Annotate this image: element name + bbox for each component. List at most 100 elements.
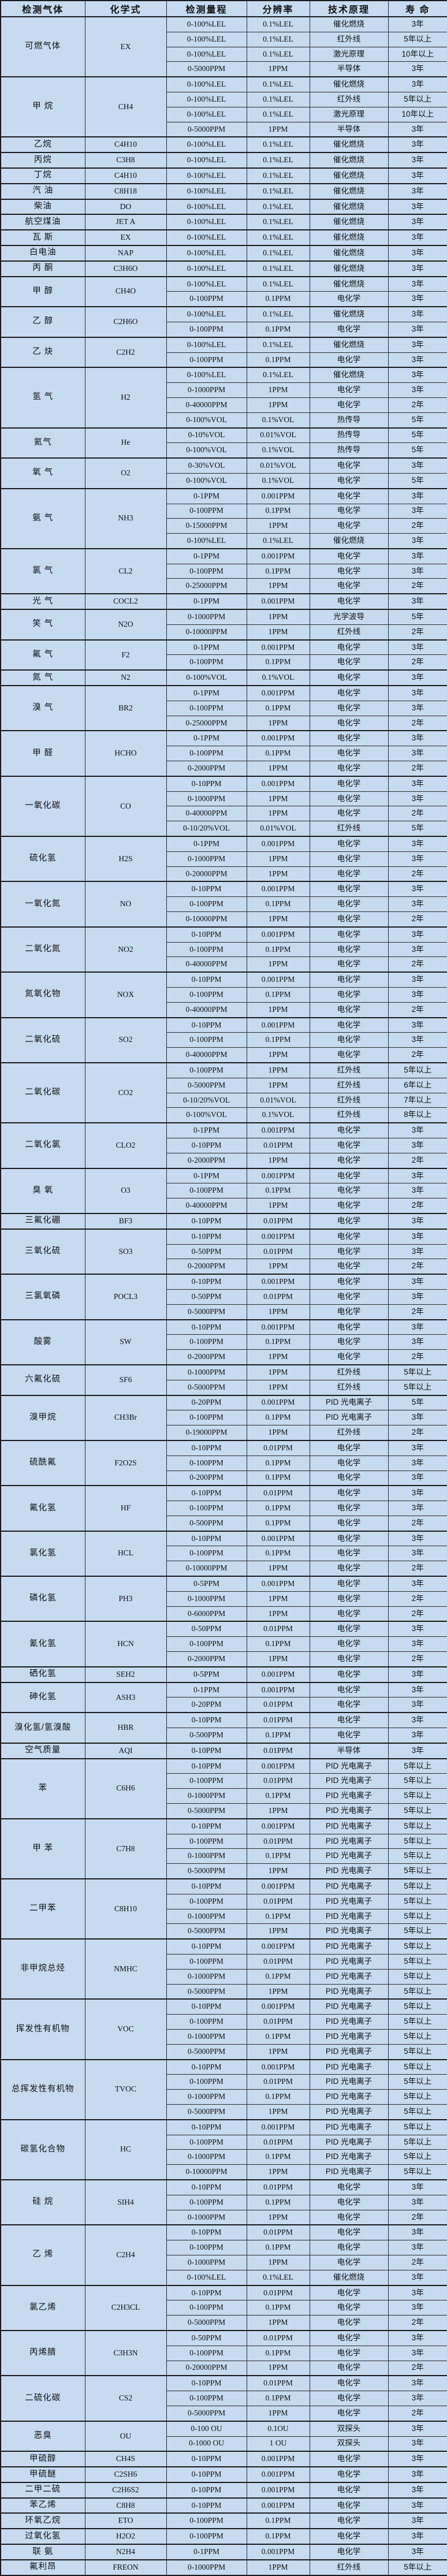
table-row: 0-40000PPM 1PPM 电化学 2年 [1, 397, 447, 413]
lifespan-cell: 5年以上 [388, 1878, 447, 1894]
lifespan-cell: 3年 [388, 2481, 447, 2499]
resolution-cell: 1PPM [246, 578, 310, 594]
range-cell: 0-19000PPM [166, 1425, 247, 1441]
lifespan-cell: 3年 [388, 291, 447, 307]
table-row: 丙烯腈 C3H3N 0-50PPM 0.01PPM 电化学 3年 [0, 2329, 447, 2376]
table-row: 0-25000PPM 1PPM 电化学 2年 [1, 715, 447, 731]
table-row: 0-100PPM 0.1PPM 电化学 3年 [1, 941, 447, 958]
principle-cell: 电化学 [309, 457, 389, 474]
principle-cell: 电化学 [309, 2224, 389, 2241]
gas-name-cell: 氮氧化物 [0, 971, 85, 1018]
lifespan-cell: 2年 [388, 1198, 447, 1214]
resolution-cell: 0.1PPM [246, 563, 310, 579]
table-row: 0-100PPM 0.01PPM PID 光电离子 5年以上 [1, 1893, 447, 1909]
lifespan-cell: 3年 [388, 503, 447, 519]
resolution-cell: 1PPM [246, 1259, 310, 1275]
table-row: 0-5000PPM 1PPM 电化学 2年 [1, 1304, 447, 1320]
chemical-formula-cell: N2O [84, 609, 167, 641]
principle-cell: 催化燃烧 [309, 214, 389, 230]
gas-name-cell: 二氧化氯 [0, 1122, 85, 1169]
principle-cell: 电化学 [309, 1047, 389, 1063]
resolution-cell: 1PPM [246, 1379, 310, 1396]
lifespan-cell: 3年 [388, 152, 447, 169]
gas-name-cell: 氮 气 [0, 669, 85, 686]
table-row: 乙 炔 C2H2 0-100%LEL 0.1%LEL 催化燃烧 3年 [0, 336, 447, 368]
table-row: 0-5000PPM 1PPM PID 光电离子 5年以上 [1, 1923, 447, 1940]
lifespan-cell: 3年 [388, 1439, 447, 1456]
principle-cell: 电化学 [309, 291, 389, 307]
range-cell: 0-20PPM [166, 1394, 247, 1411]
range-cell: 0-100PPM [166, 2240, 247, 2255]
principle-cell: 电化学 [309, 2497, 389, 2514]
table-row: 空气质量 AQI 0-10PPM 0.01PPM 半导体 3年 [0, 1742, 447, 1759]
resolution-cell: 0.1PPM [246, 2345, 310, 2361]
chemical-formula-cell: POCL3 [84, 1274, 167, 1320]
resolution-cell: 0.001PPM [246, 971, 310, 988]
resolution-cell: 1PPM [246, 866, 310, 882]
gas-name-cell: 甲 烷 [0, 76, 85, 137]
chemical-formula-cell: C8H10 [84, 1878, 167, 1940]
chemical-formula-cell: NMHC [84, 1938, 167, 2000]
principle-cell: 电化学 [309, 1183, 389, 1199]
lifespan-cell: 5年以上 [388, 2074, 447, 2090]
principle-cell: 电化学 [309, 746, 389, 762]
chemical-formula-cell: F2O2S [84, 1439, 167, 1486]
table-row: 0-100%VOL 0.1%VOL 电化学 5年 [1, 472, 447, 489]
column-header: 分辨率 [246, 0, 310, 17]
principle-cell: 电化学 [309, 911, 389, 928]
resolution-cell: 0.1%VOL [246, 442, 310, 459]
lifespan-cell: 3年 [388, 352, 447, 368]
lifespan-cell: 3年 [388, 563, 447, 579]
gas-name-cell: 乙 炔 [0, 336, 85, 368]
resolution-cell: 0.001PPM [246, 2451, 310, 2467]
lifespan-cell: 5年以上 [388, 2104, 447, 2120]
range-cell: 0-100PPM [166, 503, 247, 519]
range-cell: 0-5000PPM [166, 1923, 247, 1940]
table-row: 氦气 He 0-10%VOL 0.01%VOL 热传导 5年 [0, 427, 447, 459]
range-cell: 0-100%LEL [166, 152, 247, 169]
lifespan-cell: 5年以上 [388, 1788, 447, 1804]
range-cell: 0-10PPM [166, 2058, 247, 2075]
table-row: 非甲烷总烃 NMHC 0-10PPM 0.001PPM PID 光电离子 5年以上 [0, 1938, 447, 2000]
principle-cell: 电化学 [309, 761, 389, 777]
resolution-cell: 1PPM [246, 1983, 310, 2000]
lifespan-cell: 3年 [388, 61, 447, 77]
table-row: 氟利昂 FREON 0-1000PPM 1PPM 红外线 5年以上 [0, 2559, 447, 2576]
resolution-cell: 0.01PPM [246, 2134, 310, 2150]
lifespan-cell: 3年 [388, 669, 447, 686]
table-row: 0-100PPM 0.01PPM PID 光电离子 5年以上 [1, 1954, 447, 1970]
lifespan-cell: 5年以上 [388, 2058, 447, 2075]
chemical-formula-cell: CH3Br [84, 1394, 167, 1441]
lifespan-cell: 3年 [388, 306, 447, 322]
range-cell: 0-100PPM [166, 896, 247, 913]
principle-cell: 电化学 [309, 1137, 389, 1153]
range-cell: 0-1000PPM [166, 2209, 247, 2225]
resolution-cell: 0.1PPM [246, 1501, 310, 1516]
range-cell: 0-10PPM [166, 1878, 247, 1894]
lifespan-cell: 5年以上 [388, 1364, 447, 1380]
range-cell: 0-1PPM [166, 487, 247, 504]
range-cell: 0-1000PPM [166, 1364, 247, 1380]
resolution-cell: 0.01PPM [246, 1697, 310, 1713]
lifespan-cell: 5年以上 [388, 1923, 447, 1940]
table-row: 0-5000PPM 1PPM 红外线 5年以上 [1, 1379, 447, 1396]
principle-cell: 电化学 [309, 775, 389, 792]
resolution-cell: 0.001PPM [246, 2119, 310, 2135]
table-row: 氧 气 O2 0-30%VOL 0.01%VOL 电化学 3年 [0, 457, 447, 489]
lifespan-cell: 5年以上 [388, 1062, 447, 1078]
range-cell: 0-10PPM [166, 2497, 247, 2514]
resolution-cell: 1PPM [246, 1863, 310, 1879]
table-row: 六氟化硫 SF6 0-1000PPM 1PPM 红外线 5年以上 [0, 1364, 447, 1396]
chemical-formula-cell: CS2 [84, 2375, 167, 2422]
lifespan-cell: 5年 [388, 427, 447, 444]
table-row: 0-1000PPM 1PPM 电化学 2年 [1, 2254, 447, 2270]
table-row: 0-100%LEL 0.1%LEL 催化燃烧 3年 [1, 2269, 447, 2286]
table-row: 甲硫醚 C2SH6 0-10PPM 0.001PPM 电化学 3年 [0, 2466, 447, 2483]
lifespan-cell: 3年 [388, 2497, 447, 2514]
gas-name-cell: 非甲烷总烃 [0, 1938, 85, 2000]
lifespan-cell: 2年 [388, 518, 447, 534]
range-cell: 0-100PPM [166, 746, 247, 762]
chemical-formula-cell: HCL [84, 1530, 167, 1577]
lifespan-cell: 2年 [388, 1606, 447, 1622]
chemical-formula-cell: C8H18 [84, 183, 167, 200]
